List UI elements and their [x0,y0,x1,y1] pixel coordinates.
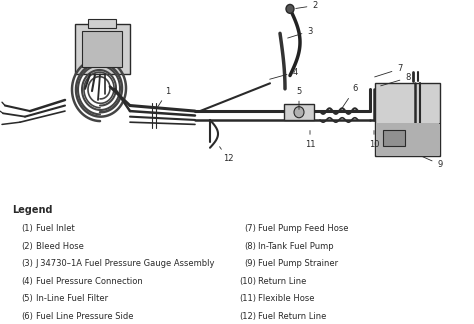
Text: Legend: Legend [12,205,52,215]
Text: Fuel Pump Feed Hose: Fuel Pump Feed Hose [258,224,349,233]
Text: Fuel Inlet: Fuel Inlet [36,224,74,233]
Text: (7): (7) [244,224,256,233]
Bar [82,31,122,67]
Text: (5): (5) [21,294,33,303]
Text: J 34730–1A Fuel Pressure Gauge Assembly: J 34730–1A Fuel Pressure Gauge Assembly [36,259,215,268]
Bar [376,123,439,155]
Text: (12): (12) [239,312,256,321]
Text: 1: 1 [156,87,171,109]
Text: 4: 4 [270,68,298,79]
Text: (2): (2) [21,242,33,251]
Text: (6): (6) [21,312,33,321]
Text: Bleed Hose: Bleed Hose [36,242,83,251]
Text: 2: 2 [296,1,318,10]
Circle shape [286,5,294,13]
Text: Return Line: Return Line [258,277,307,286]
Bar [375,83,440,156]
Bar [284,104,314,120]
Text: 7: 7 [374,64,403,77]
Text: Fuel Pressure Connection: Fuel Pressure Connection [36,277,142,286]
Text: (9): (9) [244,259,256,268]
Bar [383,130,405,146]
Text: 5: 5 [296,87,301,110]
Text: 8: 8 [381,73,410,86]
Bar [75,24,130,75]
Text: In-Tank Fuel Pump: In-Tank Fuel Pump [258,242,334,251]
Text: (11): (11) [239,294,256,303]
Text: (8): (8) [244,242,256,251]
Text: In-Line Fuel Filter: In-Line Fuel Filter [36,294,108,303]
Text: (4): (4) [21,277,33,286]
Text: 3: 3 [288,27,313,38]
Text: 6: 6 [342,84,358,109]
Text: (1): (1) [21,224,33,233]
Bar [88,19,116,28]
Text: Fuel Pump Strainer: Fuel Pump Strainer [258,259,338,268]
Text: (3): (3) [21,259,33,268]
Text: Fuel Return Line: Fuel Return Line [258,312,327,321]
Text: Flexible Hose: Flexible Hose [258,294,315,303]
Text: 10: 10 [369,131,379,149]
Text: 11: 11 [305,131,315,149]
Text: 9: 9 [422,156,443,169]
Text: Fuel Line Pressure Side: Fuel Line Pressure Side [36,312,133,321]
Text: (10): (10) [239,277,256,286]
Text: 12: 12 [219,147,233,163]
Circle shape [294,107,304,118]
